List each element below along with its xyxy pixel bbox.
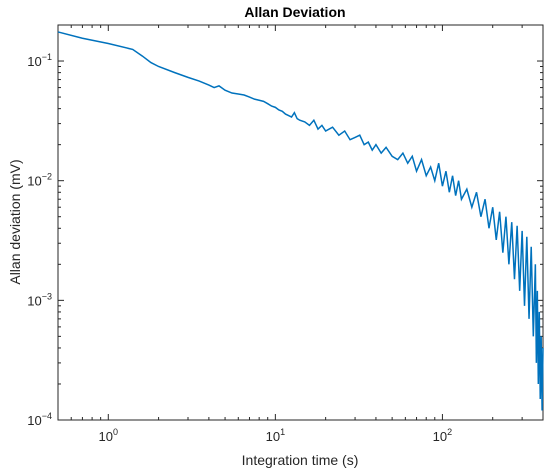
allan-deviation-line <box>57 31 544 411</box>
y-tick-label: 10−4 <box>27 411 52 428</box>
x-axis-label: Integration time (s) <box>242 452 359 468</box>
plot-frame <box>57 24 544 421</box>
minor-ticks <box>57 24 544 420</box>
x-tick-label: 101 <box>266 427 285 444</box>
x-tick-labels: 100 101 102 <box>99 427 453 444</box>
chart-title: Allan Deviation <box>244 4 345 20</box>
y-tick-label: 10−2 <box>27 172 52 189</box>
x-tick-label: 100 <box>99 427 118 444</box>
y-axis-label: Allan deviation (mV) <box>7 159 23 284</box>
y-tick-label: 10−3 <box>27 291 52 308</box>
x-tick-label: 102 <box>433 427 452 444</box>
y-tick-label: 10−1 <box>27 52 52 69</box>
y-tick-labels: 10−4 10−3 10−2 10−1 <box>27 52 52 428</box>
major-ticks <box>58 25 543 421</box>
